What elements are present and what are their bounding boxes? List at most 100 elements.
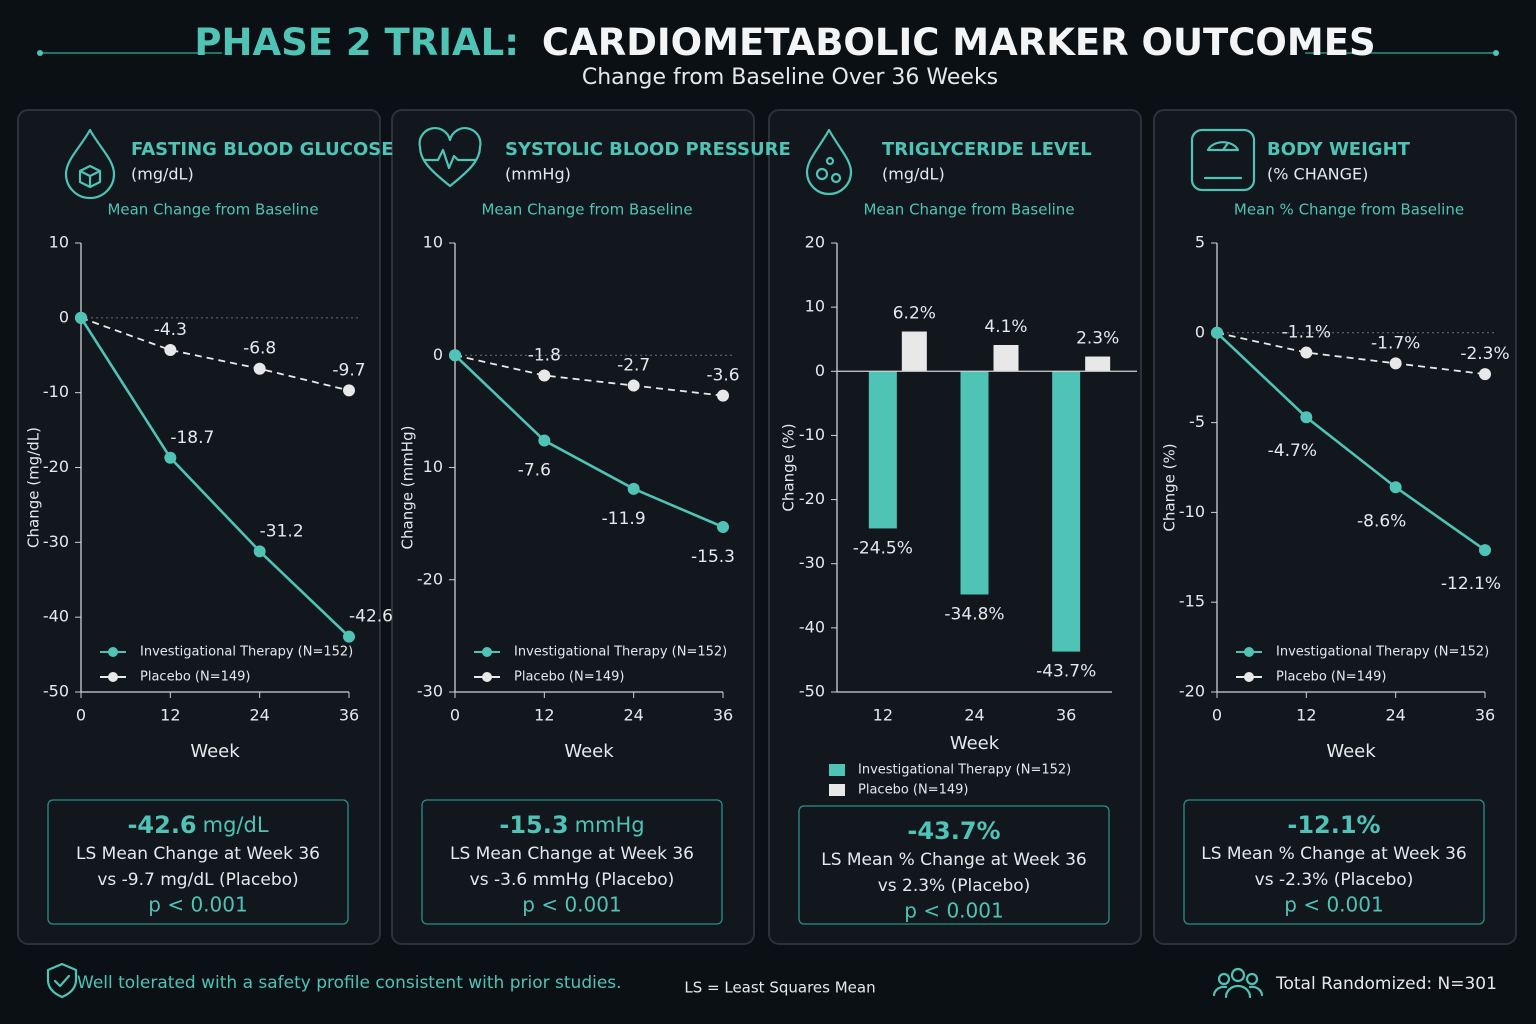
panel xyxy=(768,109,1142,945)
panel-title: FASTING BLOOD GLUCOSE xyxy=(131,139,394,160)
y-tick-label: -15 xyxy=(1179,592,1205,611)
x-tick-label: 36 xyxy=(1475,706,1495,725)
series-line xyxy=(1216,331,1486,552)
summary-box xyxy=(1183,799,1485,925)
summary-headline: -43.7% xyxy=(907,817,1000,845)
summary-value: -43.7% xyxy=(907,817,1000,845)
y-tick-label: -10 xyxy=(43,382,69,401)
x-tick-label: 36 xyxy=(339,706,359,725)
bar xyxy=(960,371,989,595)
summary-unit: mg/dL xyxy=(203,813,269,837)
x-axis-label: Week xyxy=(564,741,614,762)
summary-line: LS Mean % Change at Week 36 xyxy=(821,850,1087,870)
y-tick-label: -10 xyxy=(799,425,825,444)
drop-bubble xyxy=(825,156,835,166)
heart-icon xyxy=(418,127,482,188)
legend-label: Investigational Therapy (N=152) xyxy=(514,645,727,660)
y-tick-label: -30 xyxy=(799,553,825,572)
data-point xyxy=(1389,481,1402,494)
y-axis-label: Change (%) xyxy=(780,423,798,511)
bar xyxy=(993,344,1019,372)
data-label: -4.3 xyxy=(154,320,187,340)
legend-marker xyxy=(482,647,492,657)
data-point xyxy=(717,389,729,402)
panel-unit: (mg/dL) xyxy=(131,165,194,184)
glucose-icon xyxy=(64,128,116,200)
drop-icon xyxy=(805,128,853,196)
data-label: -1.7% xyxy=(1371,333,1420,353)
panel-subtitle: Mean Change from Baseline xyxy=(863,201,1074,219)
summary-p: p < 0.001 xyxy=(1284,893,1383,917)
data-point xyxy=(253,362,266,375)
summary-value: -42.6 xyxy=(127,811,196,839)
data-label: -1.8 xyxy=(528,345,561,365)
y-axis-label: Change (mmHg) xyxy=(399,426,417,550)
bar xyxy=(901,331,927,372)
summary-headline: -12.1% xyxy=(1287,811,1380,839)
data-point xyxy=(164,344,177,357)
summary-box xyxy=(798,805,1110,925)
bar xyxy=(1085,356,1111,372)
y-tick-label: -20 xyxy=(1179,682,1205,701)
legend-label: Investigational Therapy (N=152) xyxy=(140,645,353,660)
summary-line: LS Mean Change at Week 36 xyxy=(450,844,694,864)
panel-title: SYSTOLIC BLOOD PRESSURE xyxy=(505,139,791,160)
data-label: 6.2% xyxy=(893,304,936,324)
panel-unit: (mg/dL) xyxy=(882,165,945,184)
x-tick-label: 36 xyxy=(713,706,733,725)
legend-marker xyxy=(108,647,118,657)
panel-subtitle: Mean % Change from Baseline xyxy=(1234,201,1464,219)
x-tick-label: 24 xyxy=(623,706,643,725)
y-tick-label: 0 xyxy=(433,345,443,364)
page-title: PHASE 2 TRIAL: CARDIOMETABOLIC MARKER OU… xyxy=(194,21,1375,64)
bar xyxy=(868,371,897,529)
panel-unit: (mmHg) xyxy=(505,165,571,184)
y-tick-label: 10 xyxy=(49,233,69,252)
y-axis-label: Change (%) xyxy=(1161,443,1179,531)
data-point xyxy=(1211,326,1223,339)
data-label: -43.7% xyxy=(1036,662,1096,682)
data-label: -42.6 xyxy=(349,607,393,627)
legend-label: Placebo (N=149) xyxy=(1276,670,1386,685)
y-tick-label: 20 xyxy=(805,233,825,252)
summary-line: vs -2.3% (Placebo) xyxy=(1255,870,1414,890)
data-label: -31.2 xyxy=(260,521,304,541)
panel xyxy=(17,109,381,945)
summary-line: LS Mean Change at Week 36 xyxy=(76,844,320,864)
data-label: 4.1% xyxy=(984,317,1027,337)
y-tick-label: -5 xyxy=(1189,412,1205,431)
drop-bubble xyxy=(815,167,829,181)
data-label: -12.1% xyxy=(1441,574,1501,594)
y-tick-label: -40 xyxy=(799,617,825,636)
x-axis-label: Week xyxy=(190,741,240,762)
x-tick-label: 12 xyxy=(160,706,180,725)
data-point xyxy=(627,379,640,392)
y-tick-label: 0 xyxy=(1195,322,1205,341)
legend-swatch xyxy=(829,764,845,776)
data-label: -7.6 xyxy=(518,461,551,481)
summary-line: LS Mean % Change at Week 36 xyxy=(1201,844,1467,864)
data-label: -18.7 xyxy=(170,428,214,448)
y-tick-label: -50 xyxy=(799,682,825,701)
summary-line: vs -9.7 mg/dL (Placebo) xyxy=(97,870,298,890)
data-point xyxy=(538,434,551,447)
y-tick-label: -20 xyxy=(799,489,825,508)
y-tick-label: -50 xyxy=(43,682,69,701)
total-randomized: Total Randomized: N=301 xyxy=(1275,974,1497,994)
summary-line: vs -3.6 mmHg (Placebo) xyxy=(470,870,675,890)
panel-unit: (% CHANGE) xyxy=(1267,165,1368,184)
summary-headline: -15.3 mmHg xyxy=(499,811,644,839)
title-rest: CARDIOMETABOLIC MARKER OUTCOMES xyxy=(542,21,1376,64)
panel-subtitle: Mean Change from Baseline xyxy=(107,201,318,219)
safety-note: Well tolerated with a safety profile con… xyxy=(77,973,622,993)
panels xyxy=(17,109,1517,945)
summary-p: p < 0.001 xyxy=(904,899,1003,923)
summary-value: -12.1% xyxy=(1287,811,1380,839)
y-tick-label: 10 xyxy=(423,457,443,476)
summary-p: p < 0.001 xyxy=(148,893,247,917)
data-label: -2.3% xyxy=(1460,344,1509,364)
data-label: -4.7% xyxy=(1268,441,1317,461)
series-line xyxy=(79,317,350,638)
data-label: -34.8% xyxy=(944,605,1004,625)
